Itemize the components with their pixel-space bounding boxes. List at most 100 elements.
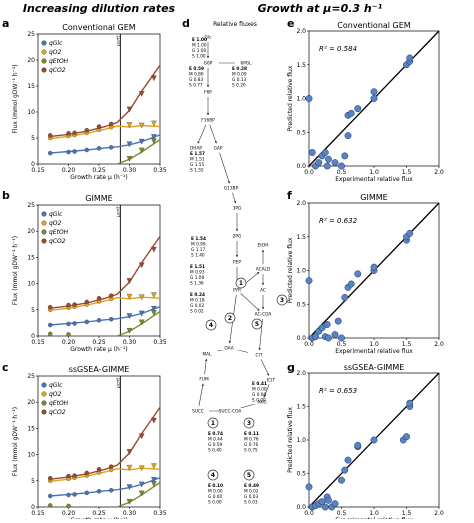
reaction-id-label: 3 <box>247 420 251 427</box>
metabolite-acald: ACALD <box>256 267 271 273</box>
measured-point-qEtOH <box>151 481 157 487</box>
metabolite-bg <box>235 59 257 66</box>
flux-value: S 0.77 <box>189 83 203 89</box>
panel-letter: f <box>287 189 292 202</box>
pathway-arrow <box>263 384 270 398</box>
x-tick-label: 2.0 <box>434 169 444 176</box>
measured-point-qGlc <box>126 484 133 491</box>
data-point <box>318 324 326 332</box>
measured-point-qCO2 <box>72 473 77 478</box>
model-line-qEtOH <box>117 481 161 508</box>
metabolite-dhap: DHAP <box>190 146 202 152</box>
flux-value-e: E 0.28 <box>232 66 247 72</box>
flux-value-e: E 1.51 <box>190 264 205 270</box>
data-point <box>338 334 345 342</box>
data-point <box>347 280 355 288</box>
measured-point-qCO2 <box>47 475 53 481</box>
panel-f: f GIMME 0.0 0.5 1.0 1.5 2.0 0.0 0.5 1.0 1.5 2.0 Expe… <box>287 189 444 355</box>
data-point <box>370 88 378 96</box>
metabolite-bg <box>260 376 282 383</box>
measured-point-qGlc <box>84 147 90 153</box>
measured-point-qO2 <box>138 122 145 129</box>
relative-flux-diagram: d Relative fluxes Glc G6P 6PGL F6P F16BP DHAP GA… <box>182 17 288 506</box>
measured-point-qGlc <box>96 489 102 494</box>
legend: qGlc qO2 qEtOH qCO2 <box>41 382 69 416</box>
reaction-flux-block-3: 3 E 0.11M 0.76G 0.76S 0.75 <box>243 417 259 454</box>
metabolite-fum: FUM <box>199 377 209 383</box>
data-point <box>331 159 339 167</box>
measured-point-qCO2 <box>138 433 145 440</box>
measured-point-qGlc <box>84 490 90 496</box>
y-tick-label: 5 <box>31 307 35 314</box>
measured-point-qGlc <box>47 322 53 328</box>
measured-point-qCO2 <box>151 75 157 82</box>
measured-point-qGlc <box>138 481 145 488</box>
data-point <box>308 149 316 156</box>
panel-letter: a <box>2 17 9 30</box>
metabolite-bg <box>252 310 274 317</box>
legend: qGlc qO2 qEtOH qCO2 <box>41 40 69 74</box>
legend-label: qGlc <box>49 40 63 47</box>
measured-point-qO2 <box>151 463 157 470</box>
y-tick-label: 1.5 <box>296 234 306 241</box>
data-point <box>341 294 349 301</box>
measured-point-qEtOH <box>151 138 157 145</box>
data-point <box>354 441 362 449</box>
reaction-marker-3 <box>276 294 288 306</box>
measured-point-qEtOH <box>138 490 145 497</box>
flux-value: M 1.00 <box>192 43 207 49</box>
flux-value: M 0.02 <box>244 489 259 495</box>
data-point <box>331 331 339 339</box>
flux-value-e: E 0.11 <box>244 431 259 437</box>
flux-value: M 0.00 <box>208 489 223 495</box>
parity-plot-panels: e Conventional GEM 0.0 0.5 1.0 1.5 2.0 0.0 0.5 1.… <box>287 17 444 523</box>
x-tick-label: 1.0 <box>369 510 379 517</box>
flux-value: G 0.02 <box>190 303 205 309</box>
measured-point-qGlc <box>66 321 71 327</box>
metabolite-etoh: EtOH <box>257 243 268 249</box>
data-point <box>318 498 326 506</box>
measured-point-qGlc <box>72 321 77 326</box>
data-point <box>325 496 332 504</box>
metabolite-bg <box>226 286 248 293</box>
measured-point-qCO2 <box>96 467 102 472</box>
flux-value-e: E 0.74 <box>208 431 223 437</box>
panel-e: e Conventional GEM 0.0 0.5 1.0 1.5 2.0 0.0 0.5 1.… <box>287 17 444 183</box>
y-tick-label: 20 <box>27 228 35 235</box>
diagram-title: Relative fluxes <box>213 21 257 28</box>
measured-point-qCO2 <box>108 464 114 469</box>
y-tick-label: 0 <box>31 504 35 511</box>
measured-point-qO2 <box>138 294 145 301</box>
metabolite-bg <box>197 116 219 123</box>
panel-a: a Conventional GEM 0.15 0.20 0.25 0.30 0.35 0 5 1… <box>2 17 167 181</box>
metabolite-bg <box>196 350 218 357</box>
pathway-arrow <box>232 192 237 204</box>
pathway-arrow <box>198 383 204 407</box>
legend-label: qGlc <box>49 382 63 389</box>
x-axis-label: Experimental relative flux <box>335 176 413 183</box>
metabolite-bg <box>252 286 274 293</box>
measured-point-qO2 <box>151 292 157 299</box>
panel-letter: d <box>182 17 190 30</box>
measured-point-qGlc <box>96 318 102 323</box>
pathway-arrow <box>219 152 230 184</box>
measured-point-qCO2 <box>47 304 53 310</box>
data-point <box>370 436 378 444</box>
y-axis-label: Flux (mmol gDW⁻¹ h⁻¹) <box>12 64 19 133</box>
y-tick-label: 15 <box>27 254 35 261</box>
y-axis-label: Flux (mmol gDW⁻¹ h⁻¹) <box>12 236 19 305</box>
flux-value: S 0.00 <box>208 500 222 506</box>
measured-point-qCO2 <box>72 130 77 136</box>
legend-label: qEtOH <box>49 58 69 65</box>
flux-value: G 1.17 <box>191 247 206 253</box>
legend-label: qEtOH <box>49 400 69 407</box>
reaction-marker-label: 2 <box>228 315 232 322</box>
metabolite-bg <box>218 344 240 351</box>
measured-point-qGlc <box>66 149 71 155</box>
metabolite-ac: AC <box>260 288 266 294</box>
measured-point-qCO2 <box>66 302 71 308</box>
measured-point-qCO2 <box>108 121 114 127</box>
reaction-marker-label: 5 <box>255 321 259 328</box>
metabolite-bg <box>187 407 209 414</box>
